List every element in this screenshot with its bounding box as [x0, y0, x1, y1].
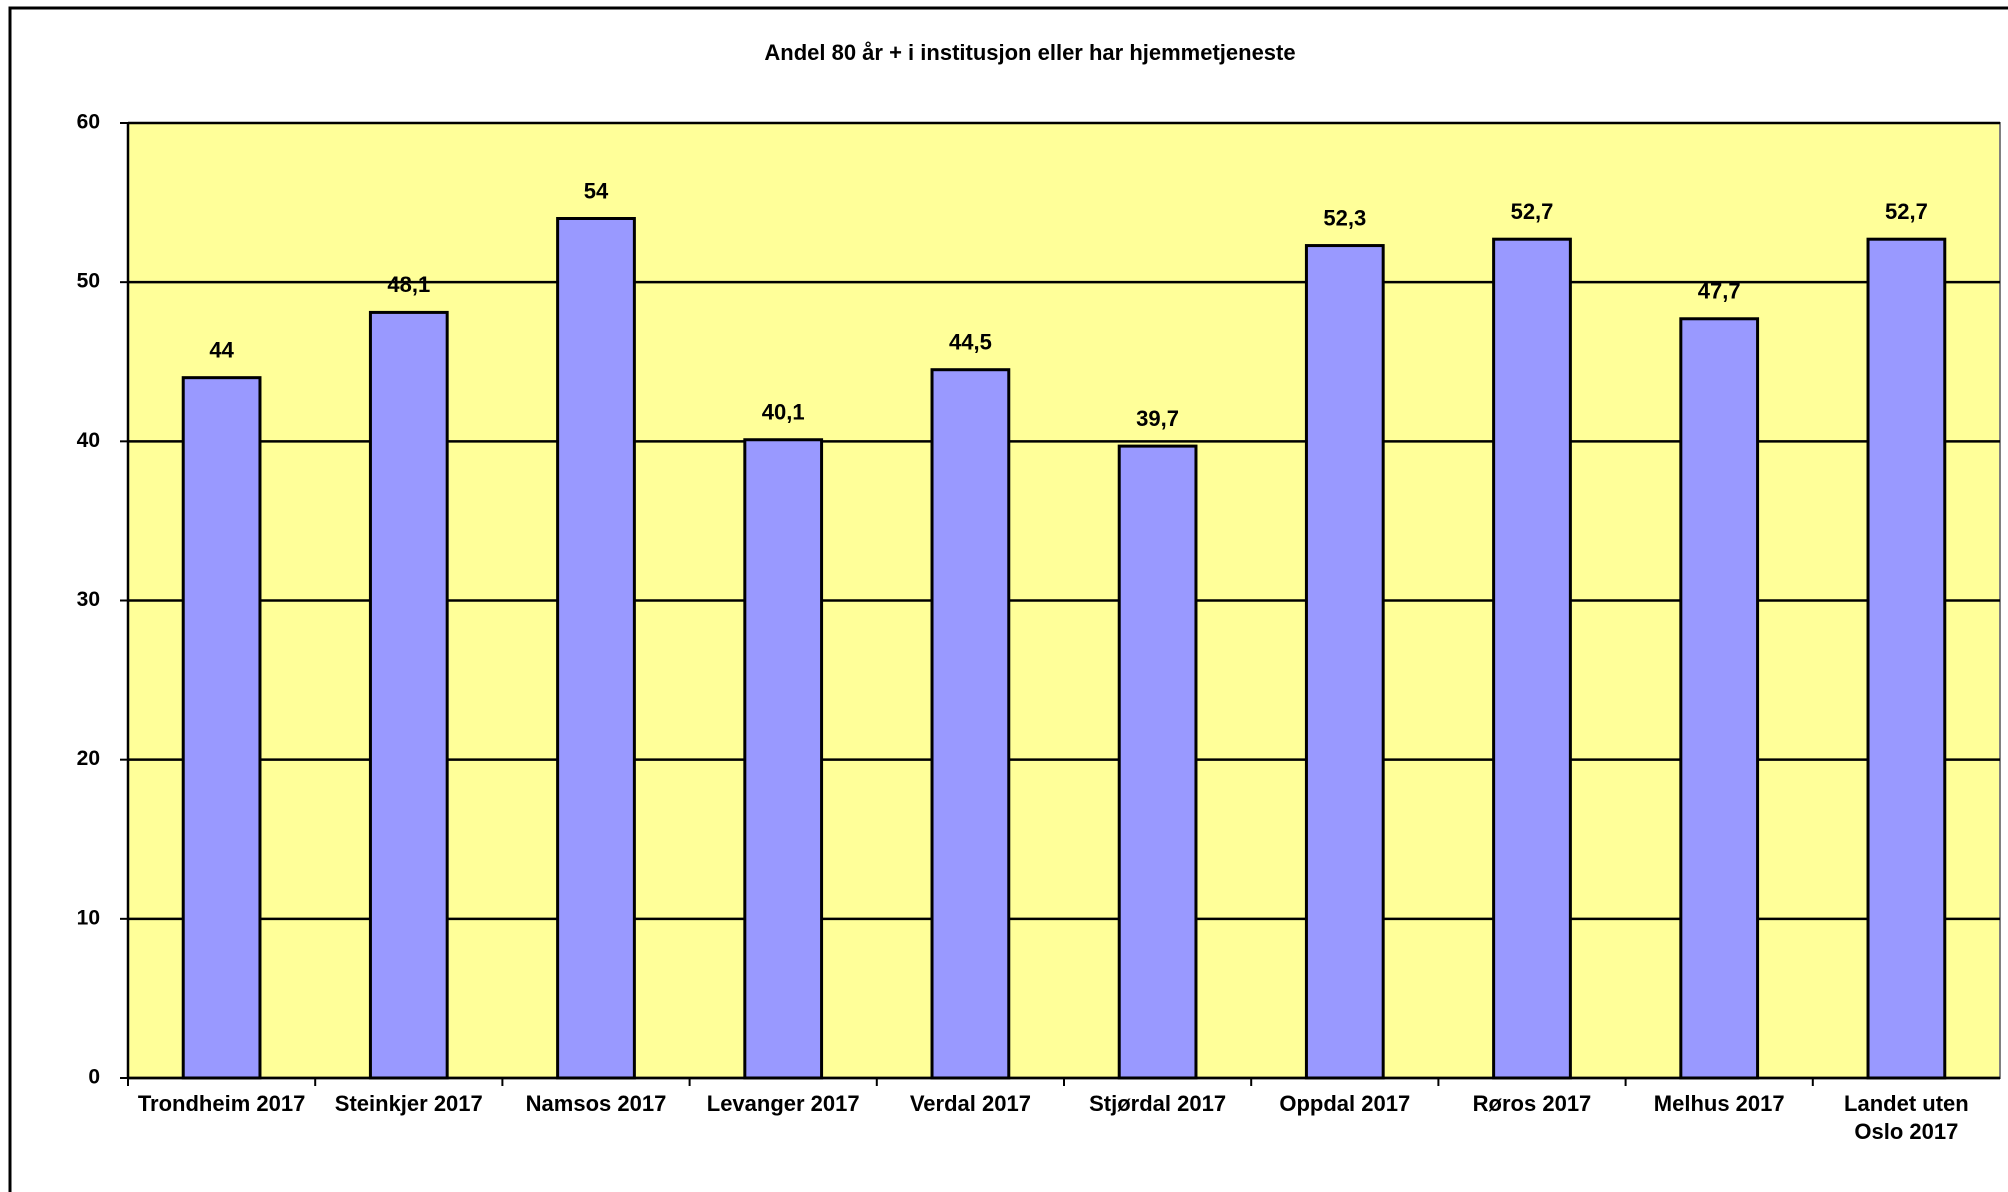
- data-label: 54: [584, 178, 609, 203]
- bar: [930, 368, 1011, 1080]
- x-tick-label: Verdal 2017: [909, 1091, 1031, 1116]
- y-tick-label: 30: [77, 588, 100, 611]
- data-label: 52,7: [1885, 199, 1928, 224]
- x-tick-label: Oppdal 2017: [1279, 1091, 1411, 1116]
- y-tick-label: 20: [77, 747, 100, 770]
- x-tick-label: Stjørdal 2017: [1089, 1091, 1227, 1116]
- y-tick-label: 50: [77, 270, 100, 293]
- data-label: 47,7: [1698, 279, 1741, 304]
- x-tick-label: Levanger 2017: [706, 1091, 860, 1116]
- data-label: 52,7: [1511, 199, 1554, 224]
- bar: [1866, 237, 1947, 1080]
- data-label: 40,1: [762, 400, 805, 425]
- bar: [743, 438, 824, 1080]
- x-tick-label: Trondheim 2017: [137, 1091, 306, 1116]
- bar: [181, 376, 262, 1080]
- bar: [368, 310, 449, 1080]
- x-tick-label: Røros 2017: [1472, 1091, 1592, 1116]
- bar: [1492, 237, 1572, 1080]
- y-tick-label: 0: [88, 1066, 100, 1089]
- chart-title: Andel 80 år + i institusjon eller har hj…: [764, 40, 1295, 65]
- x-tick-label: Melhus 2017: [1653, 1091, 1785, 1116]
- data-label: 52,3: [1323, 205, 1366, 230]
- data-label: 39,7: [1136, 406, 1179, 431]
- y-tick-label: 60: [77, 111, 100, 134]
- data-label: 44,5: [949, 330, 992, 355]
- x-tick-label: Namsos 2017: [525, 1091, 667, 1116]
- y-tick-label: 40: [77, 429, 100, 452]
- x-tick-label: Steinkjer 2017: [334, 1091, 483, 1116]
- bar: [556, 217, 636, 1080]
- bar: [1679, 317, 1760, 1080]
- y-tick-label: 10: [77, 906, 100, 929]
- bar: [1304, 244, 1385, 1080]
- bar: [1117, 444, 1198, 1080]
- data-label: 44: [209, 337, 234, 362]
- x-tick-label: Landet uten Oslo 2017: [1844, 1091, 1969, 1144]
- data-label: 48,1: [387, 272, 430, 297]
